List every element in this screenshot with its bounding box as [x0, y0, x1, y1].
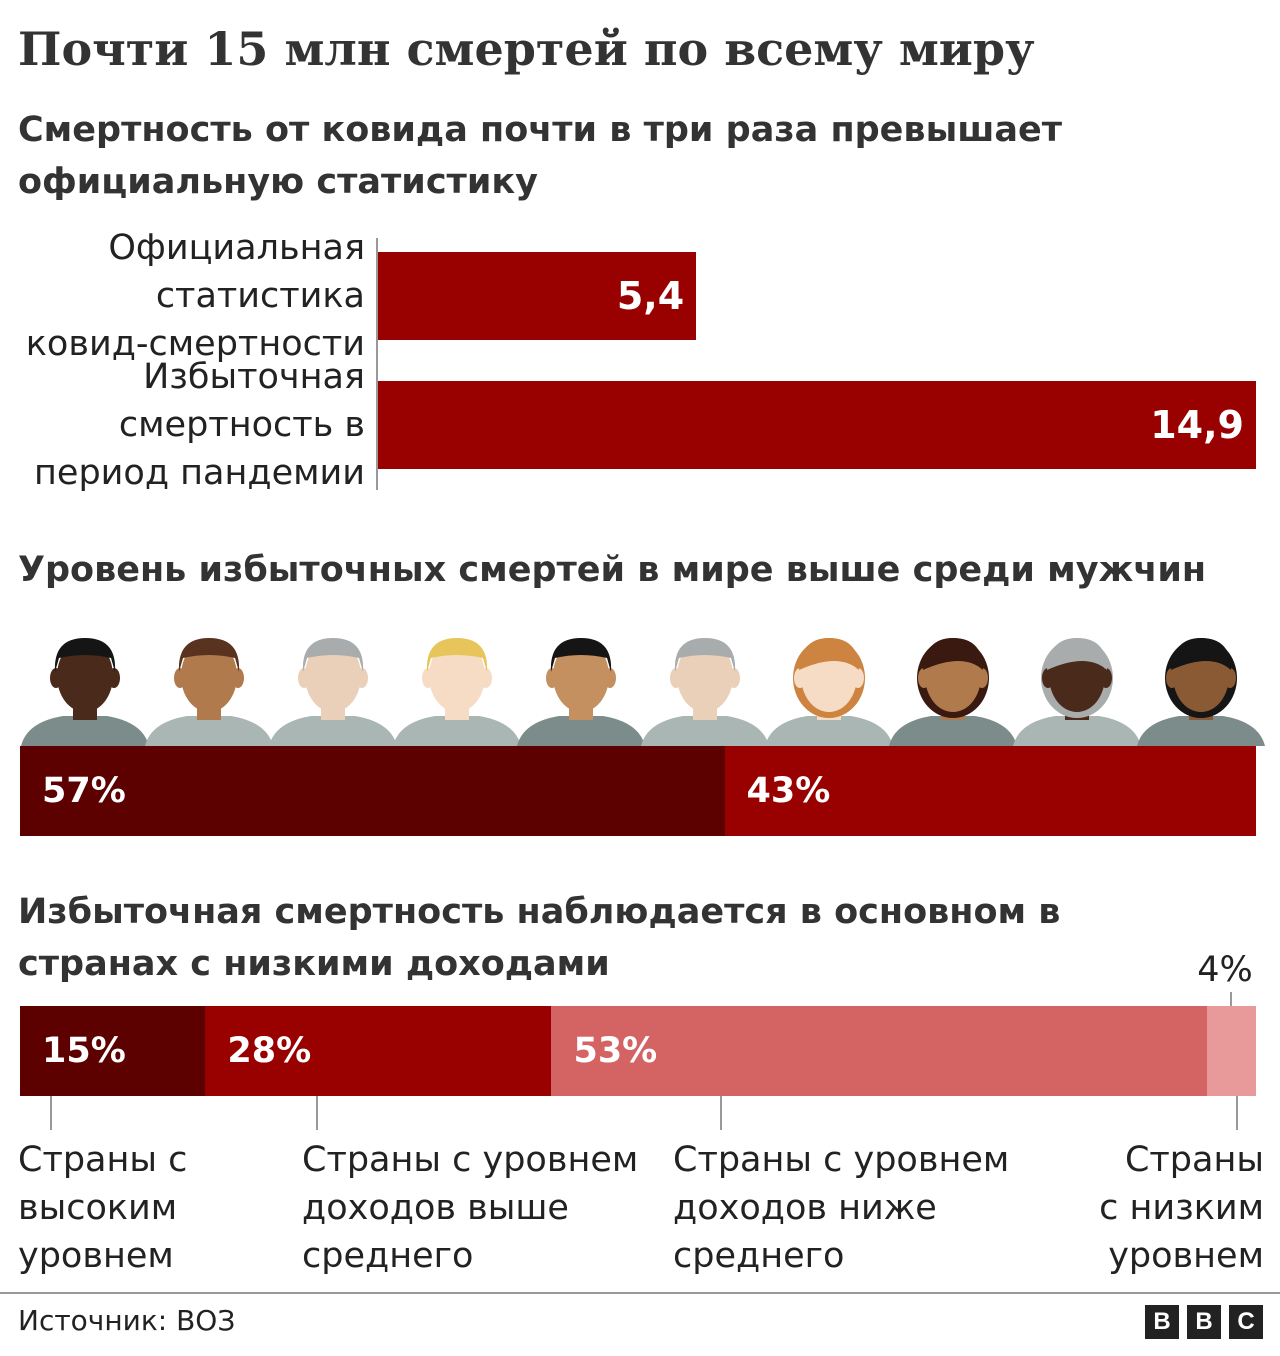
- income-segment-2: 53%: [551, 1006, 1207, 1096]
- income-percent-label: 28%: [227, 1031, 312, 1071]
- footer-divider: [0, 1292, 1280, 1294]
- income-segment-1: 28%: [205, 1006, 552, 1096]
- male-face-icon: [21, 638, 149, 746]
- source-text: Источник: ВОЗ: [18, 1304, 236, 1337]
- income-category-label: Страны с высоким уровнем: [18, 1140, 188, 1276]
- people-illustration: [21, 638, 1265, 746]
- male-face-icon: [269, 638, 397, 746]
- chart2-title: Уровень избыточных смертей в мире выше с…: [18, 550, 1207, 590]
- income-segment-0: 15%: [20, 1006, 206, 1096]
- income-category-label: Страны с уровнем доходов выше среднего: [302, 1140, 639, 1276]
- gender-percent-label: 43%: [746, 771, 831, 811]
- bar-value-label: 5,4: [616, 274, 685, 318]
- bbc-logo-b2: B: [1187, 1305, 1221, 1339]
- income-category-label: Страны с низким уровнем: [1099, 1140, 1264, 1276]
- gender-percent-label: 57%: [42, 771, 126, 811]
- male-face-icon: [393, 638, 521, 746]
- male-face-icon: [145, 638, 273, 746]
- leader-tick: [1230, 992, 1233, 1006]
- income-percent-label-outside: 4%: [1197, 950, 1253, 990]
- chart3-title: Избыточная смертность наблюдается в осно…: [18, 892, 1061, 984]
- page-title: Почти 15 млн смертей по всему миру: [18, 22, 1035, 76]
- bar-0: 5,4: [378, 252, 697, 340]
- male-face-icon: [641, 638, 769, 746]
- bar-1: 14,9: [378, 381, 1256, 469]
- income-percent-label: 53%: [573, 1031, 658, 1071]
- category-label: Избыточная смертность в период пандемии: [34, 357, 365, 493]
- category-tick: [316, 1096, 318, 1130]
- female-face-icon: [1013, 638, 1141, 746]
- income-percent-label: 15%: [42, 1031, 126, 1071]
- male-face-icon: [517, 638, 645, 746]
- bbc-logo-c: C: [1229, 1305, 1263, 1339]
- category-tick: [720, 1096, 722, 1130]
- chart1-axis: [376, 238, 378, 490]
- income-category-label: Страны с уровнем доходов ниже среднего: [673, 1140, 1010, 1276]
- category-label: Официальная статистика ковид-смертности: [25, 228, 365, 364]
- gender-segment-0: 57%: [20, 746, 725, 836]
- female-face-icon: [765, 638, 893, 746]
- bbc-logo-b1: B: [1145, 1305, 1179, 1339]
- income-segment-3: [1206, 1006, 1256, 1096]
- category-tick: [1236, 1096, 1238, 1130]
- chart1-title: Смертность от ковида почти в три раза пр…: [18, 110, 1063, 202]
- female-face-icon: [1137, 638, 1265, 746]
- bar-value-label: 14,9: [1150, 403, 1244, 447]
- female-face-icon: [889, 638, 1017, 746]
- gender-segment-1: 43%: [724, 746, 1256, 836]
- category-tick: [50, 1096, 52, 1130]
